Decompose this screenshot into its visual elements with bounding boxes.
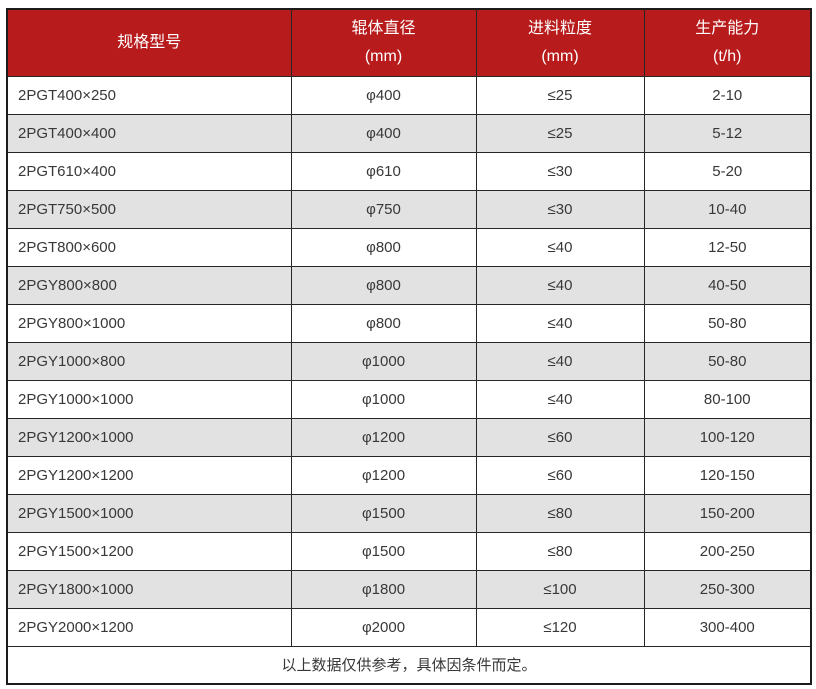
cell-model: 2PGY1000×1000 xyxy=(6,379,292,419)
spec-table-container: 规格型号 辊体直径 (mm) 进料粒度 (mm) 生产能力 (t/h) 2PGT… xyxy=(6,8,812,685)
cell-model: 2PGT400×250 xyxy=(6,75,292,115)
column-header-feed-size-label: 进料粒度 xyxy=(527,20,592,38)
table-row: 2PGY1200×1000 φ1200 ≤60 100-120 xyxy=(6,417,812,457)
cell-capacity: 100-120 xyxy=(643,417,812,457)
column-header-roller-diameter-unit: (mm) xyxy=(364,48,403,66)
cell-capacity: 150-200 xyxy=(643,493,812,533)
cell-feed-size: ≤80 xyxy=(475,493,645,533)
column-header-feed-size-unit: (mm) xyxy=(541,48,579,66)
cell-feed-size: ≤40 xyxy=(475,341,645,381)
cell-capacity: 50-80 xyxy=(643,341,812,381)
cell-feed-size: ≤25 xyxy=(475,113,645,153)
column-header-roller-diameter: 辊体直径 (mm) xyxy=(290,8,477,77)
header-row: 规格型号 辊体直径 (mm) 进料粒度 (mm) 生产能力 (t/h) xyxy=(6,8,812,77)
column-header-model: 规格型号 xyxy=(6,8,292,77)
column-header-model-label: 规格型号 xyxy=(117,34,182,52)
cell-roller-diameter: φ1200 xyxy=(290,455,477,495)
cell-model: 2PGY1200×1000 xyxy=(6,417,292,457)
cell-capacity: 12-50 xyxy=(643,227,812,267)
column-header-feed-size: 进料粒度 (mm) xyxy=(475,8,645,77)
table-row: 2PGT800×600 φ800 ≤40 12-50 xyxy=(6,227,812,267)
cell-capacity: 120-150 xyxy=(643,455,812,495)
cell-feed-size: ≤25 xyxy=(475,75,645,115)
cell-capacity: 300-400 xyxy=(643,607,812,647)
cell-model: 2PGY1800×1000 xyxy=(6,569,292,609)
cell-capacity: 50-80 xyxy=(643,303,812,343)
cell-feed-size: ≤30 xyxy=(475,151,645,191)
spec-table-header: 规格型号 辊体直径 (mm) 进料粒度 (mm) 生产能力 (t/h) xyxy=(6,8,812,77)
cell-feed-size: ≤120 xyxy=(475,607,645,647)
cell-capacity: 80-100 xyxy=(643,379,812,419)
cell-capacity: 250-300 xyxy=(643,569,812,609)
cell-model: 2PGY800×1000 xyxy=(6,303,292,343)
cell-capacity: 200-250 xyxy=(643,531,812,571)
cell-roller-diameter: φ400 xyxy=(290,113,477,153)
table-row: 2PGT610×400 φ610 ≤30 5-20 xyxy=(6,151,812,191)
cell-roller-diameter: φ800 xyxy=(290,265,477,305)
cell-roller-diameter: φ800 xyxy=(290,303,477,343)
table-row: 2PGY800×800 φ800 ≤40 40-50 xyxy=(6,265,812,305)
table-row: 2PGT400×400 φ400 ≤25 5-12 xyxy=(6,113,812,153)
cell-roller-diameter: φ2000 xyxy=(290,607,477,647)
cell-roller-diameter: φ1000 xyxy=(290,379,477,419)
cell-roller-diameter: φ1500 xyxy=(290,531,477,571)
table-row: 2PGY1200×1200 φ1200 ≤60 120-150 xyxy=(6,455,812,495)
cell-roller-diameter: φ610 xyxy=(290,151,477,191)
cell-model: 2PGY1200×1200 xyxy=(6,455,292,495)
table-row: 2PGY2000×1200 φ2000 ≤120 300-400 xyxy=(6,607,812,647)
cell-model: 2PGY1500×1000 xyxy=(6,493,292,533)
cell-capacity: 2-10 xyxy=(643,75,812,115)
cell-model: 2PGT610×400 xyxy=(6,151,292,191)
cell-feed-size: ≤60 xyxy=(475,455,645,495)
cell-roller-diameter: φ750 xyxy=(290,189,477,229)
cell-capacity: 5-12 xyxy=(643,113,812,153)
cell-capacity: 10-40 xyxy=(643,189,812,229)
cell-roller-diameter: φ1000 xyxy=(290,341,477,381)
cell-model: 2PGT800×600 xyxy=(6,227,292,267)
cell-model: 2PGT400×400 xyxy=(6,113,292,153)
cell-roller-diameter: φ400 xyxy=(290,75,477,115)
cell-roller-diameter: φ1800 xyxy=(290,569,477,609)
table-row: 2PGY1800×1000 φ1800 ≤100 250-300 xyxy=(6,569,812,609)
cell-model: 2PGY800×800 xyxy=(6,265,292,305)
table-row: 2PGY800×1000 φ800 ≤40 50-80 xyxy=(6,303,812,343)
table-row: 2PGT750×500 φ750 ≤30 10-40 xyxy=(6,189,812,229)
column-header-roller-diameter-label: 辊体直径 xyxy=(351,20,416,38)
footer-note: 以上数据仅供参考，具体因条件而定。 xyxy=(6,645,812,685)
cell-roller-diameter: φ1200 xyxy=(290,417,477,457)
table-row: 2PGY1500×1200 φ1500 ≤80 200-250 xyxy=(6,531,812,571)
cell-feed-size: ≤100 xyxy=(475,569,645,609)
cell-model: 2PGY1000×800 xyxy=(6,341,292,381)
cell-roller-diameter: φ1500 xyxy=(290,493,477,533)
cell-feed-size: ≤40 xyxy=(475,265,645,305)
cell-roller-diameter: φ800 xyxy=(290,227,477,267)
cell-feed-size: ≤60 xyxy=(475,417,645,457)
spec-table-footer: 以上数据仅供参考，具体因条件而定。 xyxy=(6,645,812,685)
cell-feed-size: ≤30 xyxy=(475,189,645,229)
cell-model: 2PGT750×500 xyxy=(6,189,292,229)
cell-feed-size: ≤40 xyxy=(475,379,645,419)
spec-table: 规格型号 辊体直径 (mm) 进料粒度 (mm) 生产能力 (t/h) 2PGT… xyxy=(6,8,812,685)
table-row: 2PGY1500×1000 φ1500 ≤80 150-200 xyxy=(6,493,812,533)
footer-row: 以上数据仅供参考，具体因条件而定。 xyxy=(6,645,812,685)
column-header-capacity: 生产能力 (t/h) xyxy=(643,8,812,77)
cell-model: 2PGY2000×1200 xyxy=(6,607,292,647)
cell-model: 2PGY1500×1200 xyxy=(6,531,292,571)
cell-feed-size: ≤40 xyxy=(475,303,645,343)
table-row: 2PGT400×250 φ400 ≤25 2-10 xyxy=(6,75,812,115)
cell-feed-size: ≤80 xyxy=(475,531,645,571)
table-row: 2PGY1000×800 φ1000 ≤40 50-80 xyxy=(6,341,812,381)
cell-capacity: 40-50 xyxy=(643,265,812,305)
column-header-capacity-label: 生产能力 xyxy=(695,20,760,38)
cell-capacity: 5-20 xyxy=(643,151,812,191)
cell-feed-size: ≤40 xyxy=(475,227,645,267)
column-header-capacity-unit: (t/h) xyxy=(713,48,742,66)
table-row: 2PGY1000×1000 φ1000 ≤40 80-100 xyxy=(6,379,812,419)
spec-table-body: 2PGT400×250 φ400 ≤25 2-10 2PGT400×400 φ400 ≤25… xyxy=(6,75,812,647)
